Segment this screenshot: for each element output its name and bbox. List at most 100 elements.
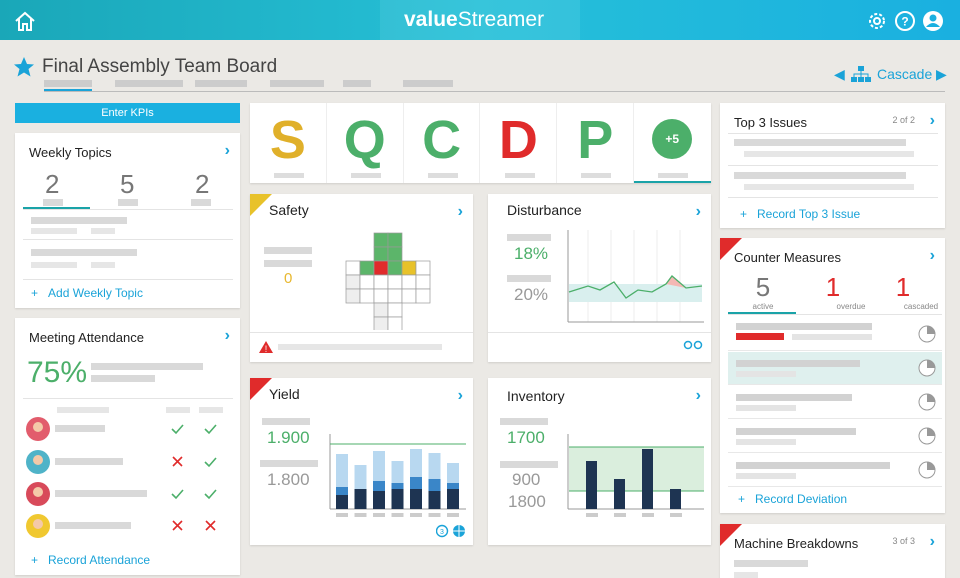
home-icon[interactable] [14,10,36,32]
yield-value: 1.900 [267,428,310,447]
measure-row[interactable] [728,454,942,487]
cascade-icon [851,66,871,82]
bar-segment [373,451,385,481]
settings-icon[interactable] [869,13,885,29]
placeholder [447,513,459,517]
safety-cell [401,274,417,290]
pie-fill [927,326,935,334]
measure-row[interactable] [728,386,942,419]
tab[interactable] [270,80,324,87]
chevron[interactable]: › [929,247,935,264]
decoration [929,14,937,22]
chevron[interactable]: › [224,142,230,159]
bar-segment [373,491,385,509]
kpi-cell[interactable]: C [404,103,481,183]
overdue-bar [736,333,784,340]
stat-label: overdue [836,302,866,311]
record-attendance[interactable]: + Record Attendance [31,553,151,567]
placeholder [744,151,914,157]
chevron[interactable]: › [695,387,701,404]
bar-segment [354,489,367,509]
decoration [15,11,35,31]
decoration [728,197,938,198]
brand-bg [380,0,580,40]
progress-pie [918,325,936,343]
chevron[interactable]: › [929,112,935,129]
bar [670,489,681,509]
safety-card: Safety › 0 ! [250,194,473,362]
chevron[interactable]: › [929,533,935,550]
placeholder [736,428,856,435]
bar-segment [336,454,348,487]
help-icon[interactable] [895,11,915,31]
progress-pie [918,461,936,479]
placeholder [734,560,808,567]
record-deviation[interactable]: + Record Deviation [738,492,848,506]
cascade-prev[interactable]: ◀ [834,66,845,82]
kpi-cell[interactable]: S [250,103,327,183]
cascade-next[interactable]: ▶ [936,66,947,82]
measure-row[interactable] [728,352,942,385]
kpi-cell[interactable]: +5 [634,103,711,183]
decoration [250,378,272,400]
decoration [683,340,693,350]
inventory-value: 900 [512,470,541,489]
safety-cell [373,302,389,318]
decoration [926,23,940,27]
tab[interactable] [115,80,183,87]
action-label[interactable]: Add Weekly Topic [48,286,143,300]
pie-fill [927,360,935,368]
placeholder [736,394,852,401]
action-label[interactable]: Record Attendance [48,553,151,567]
kpi-cell[interactable]: D [481,103,558,183]
placeholder [274,173,304,178]
decoration [865,77,871,82]
placeholder [507,234,551,241]
tab[interactable] [195,80,247,87]
star-icon[interactable] [13,56,35,78]
decoration [851,77,857,82]
more-kpis[interactable]: +5 [652,119,693,159]
disturbance-card: Disturbance › 18% 20% [488,194,711,362]
placeholder [734,139,906,146]
decoration: ? [901,15,908,29]
placeholder [736,473,796,479]
counter-measures-card: Counter Measures › 5 active 1 overdue 1 cascad… [720,238,945,513]
enter-kpis-button[interactable]: Enter KPIs [15,103,240,123]
disturbance-value: 20% [514,285,549,304]
bar-segment [428,479,441,491]
card-title: Weekly Topics [29,145,112,160]
safety-cell [387,246,403,262]
placeholder [264,247,312,254]
action-label[interactable]: Record Top 3 Issue [757,207,861,221]
chevron[interactable]: › [457,387,463,404]
chevron[interactable]: › [457,203,463,220]
measure-row[interactable] [728,420,942,453]
tab[interactable] [343,80,371,87]
divider [23,209,233,210]
brand: valueStreamer [404,8,544,32]
tab[interactable] [403,80,453,87]
kpi-cell[interactable]: Q [327,103,404,183]
chevron[interactable]: › [224,327,230,344]
stat-count: 1 [825,272,841,302]
safety-cell [387,302,403,318]
decoration [55,425,105,432]
bar [614,479,625,509]
placeholder [350,173,381,178]
action-label[interactable]: Record Deviation [755,492,848,506]
placeholder [91,228,115,234]
safety-value: 0 [284,270,293,287]
record-top-issue[interactable]: + Record Top 3 Issue [740,207,861,221]
measure-row[interactable] [728,318,942,351]
add-weekly-topic[interactable]: + Add Weekly Topic [31,286,143,300]
machine-breakdowns-card: Machine Breakdowns 3 of 3 › [720,524,945,578]
decoration [204,457,217,468]
placeholder [736,405,796,411]
progress-pie [918,427,936,445]
safety-cell [415,288,431,304]
cascade-label[interactable]: Cascade [877,66,933,82]
chevron[interactable]: › [695,203,701,220]
tab[interactable] [44,80,92,87]
kpi-cell[interactable]: P [557,103,635,183]
